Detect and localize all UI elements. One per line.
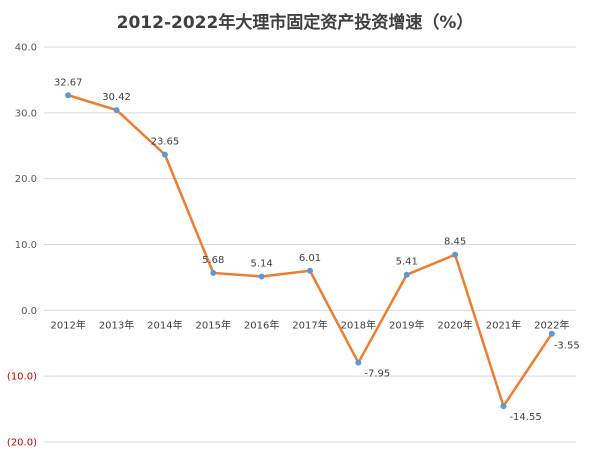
x-axis-ticks: 2012年 2013年 2014年 2015年 2016年 2017年 2018年 2019年…: [50, 318, 569, 331]
data-label: -3.55: [554, 341, 580, 352]
data-point: [161, 151, 168, 158]
data-label: 5.68: [202, 255, 224, 266]
x-tick-label: 2020年: [437, 318, 472, 331]
y-axis-ticks: 40.0 30.0 20.0 10.0 0.0 (10.0) (20.0): [7, 43, 37, 449]
x-tick-label: 2013年: [99, 318, 134, 331]
x-tick-label: 2014年: [147, 318, 182, 331]
y-tick-label: (20.0): [7, 438, 37, 449]
series-line-layer: [67, 94, 553, 408]
data-label: -14.55: [509, 412, 541, 423]
data-point: [65, 92, 72, 99]
y-tick-label: (10.0): [7, 372, 37, 383]
data-point: [113, 107, 120, 114]
data-point: [307, 267, 313, 274]
data-label: 30.42: [102, 92, 131, 103]
data-point: [210, 269, 217, 276]
data-point: [403, 271, 410, 278]
data-point: [452, 251, 459, 258]
x-tick-label: 2019年: [389, 318, 424, 331]
data-label: 8.45: [444, 237, 466, 248]
x-tick-label: 2018年: [341, 318, 376, 331]
y-tick-label: 20.0: [15, 174, 37, 185]
data-labels: 32.67 30.42 23.65 5.68 5.14 6.01 -7.95 5.41 8.45…: [54, 77, 580, 423]
y-tick-label: 30.0: [15, 108, 37, 119]
x-tick-label: 2022年: [534, 318, 569, 331]
data-point: [548, 330, 555, 337]
data-point: [258, 273, 265, 280]
x-tick-label: 2012年: [50, 318, 85, 331]
data-label: 6.01: [299, 253, 321, 264]
y-tick-label: 40.0: [15, 43, 37, 54]
x-tick-label: 2015年: [196, 318, 231, 331]
x-tick-label: 2016年: [244, 318, 279, 331]
x-tick-label: 2017年: [292, 318, 327, 331]
y-tick-label: 0.0: [21, 306, 37, 317]
data-point: [500, 403, 507, 410]
x-tick-label: 2021年: [486, 318, 521, 331]
chart-title: 2012-2022年大理市固定资产投资增速（%）: [116, 13, 474, 33]
data-label: 23.65: [151, 137, 180, 148]
data-label: -7.95: [364, 369, 390, 380]
data-point: [355, 359, 362, 366]
series-line: [67, 94, 553, 408]
y-tick-label: 10.0: [15, 240, 37, 251]
data-label: 5.14: [251, 258, 273, 269]
data-label: 5.41: [396, 257, 418, 268]
gridlines: [44, 46, 576, 443]
data-points: [65, 92, 555, 410]
data-label: 32.67: [54, 77, 83, 88]
